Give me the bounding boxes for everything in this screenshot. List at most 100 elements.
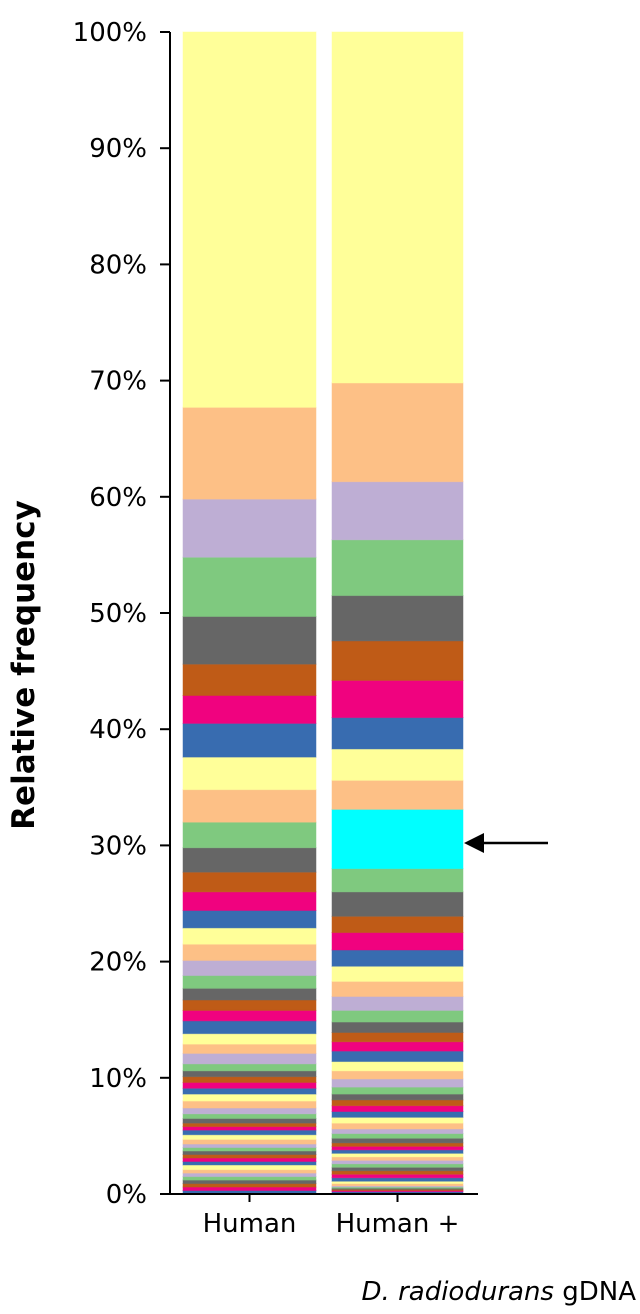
- bar-segment: [331, 915, 464, 934]
- bar-segment: [331, 1110, 464, 1118]
- bar-segment: [182, 1052, 317, 1065]
- bar-segment: [182, 1169, 317, 1174]
- bar-segment: [331, 539, 464, 597]
- bar-segment: [331, 949, 464, 967]
- category-note: D. radiodurans gDNA: [362, 1277, 637, 1307]
- bar-segment: [331, 1152, 464, 1158]
- bar-segment: [331, 31, 464, 384]
- x-tick-label: Human: [203, 1209, 297, 1239]
- y-tick-label: 90%: [89, 134, 147, 164]
- bar-segment: [182, 943, 317, 961]
- bar-segment: [331, 1070, 464, 1080]
- bar-segment: [182, 1076, 317, 1083]
- y-tick-label: 10%: [89, 1064, 147, 1094]
- bar-segment: [182, 1150, 317, 1155]
- y-tick-label: 20%: [89, 948, 147, 978]
- bar-segment: [182, 1100, 317, 1109]
- bar-segment: [182, 1183, 317, 1188]
- bar-segment: [182, 1153, 317, 1159]
- bar-segment: [331, 1137, 464, 1144]
- bar-segment: [331, 1170, 464, 1175]
- y-tick-label: 70%: [89, 367, 147, 397]
- bar-segment: [182, 1020, 317, 1035]
- bar-segment: [182, 927, 317, 945]
- bar-segment: [182, 959, 317, 977]
- bar-segment: [182, 1129, 317, 1136]
- bar-segment: [182, 847, 317, 873]
- y-tick-label: 60%: [89, 483, 147, 513]
- bar-segment: [331, 748, 464, 781]
- bar-segment: [182, 1009, 317, 1022]
- bar-segment: [331, 1128, 464, 1135]
- bar-segment: [182, 1043, 317, 1054]
- bar-segment: [182, 1117, 317, 1124]
- bar-segment: [182, 1113, 317, 1119]
- bar-segment: [182, 871, 317, 893]
- bar-segment: [331, 965, 464, 982]
- bar-segment: [182, 987, 317, 1001]
- bar-segment: [182, 1172, 317, 1178]
- bar-segment: [182, 722, 317, 758]
- bar-segment: [331, 1009, 464, 1023]
- bar-segment: [331, 1173, 464, 1179]
- bar-segment: [331, 980, 464, 997]
- bar-segment: [182, 1138, 317, 1145]
- bar-segment: [182, 615, 317, 665]
- bar-segment: [331, 1156, 464, 1161]
- bar-segment: [331, 1099, 464, 1107]
- bar-segment: [331, 1031, 464, 1043]
- bar-segment: [182, 1093, 317, 1102]
- bar-segment: [331, 1163, 464, 1168]
- arrow-head: [464, 833, 484, 853]
- bar-segment: [182, 891, 317, 911]
- bar-segment: [182, 695, 317, 724]
- y-tick-label: 40%: [89, 715, 147, 745]
- bar-segment: [182, 498, 317, 558]
- bar-segment: [331, 382, 464, 483]
- bar-segment: [331, 995, 464, 1011]
- bar-segment: [331, 1041, 464, 1052]
- bar-segment: [182, 1033, 317, 1045]
- bar-segment: [331, 1149, 464, 1154]
- category-note-text: gDNA: [562, 1277, 636, 1307]
- bar-segment: [182, 1186, 317, 1192]
- bar-segment: [331, 868, 464, 893]
- bar-segment: [331, 932, 464, 951]
- bar-segment: [331, 717, 464, 750]
- bar-segment: [331, 640, 464, 681]
- y-axis-label: Relative frequency: [6, 500, 42, 830]
- bar-segment: [331, 1050, 464, 1063]
- bar-segment: [331, 1093, 464, 1101]
- bar-segment: [331, 891, 464, 917]
- bar-segment: [331, 1116, 464, 1124]
- bar-segment: [182, 1160, 317, 1166]
- bar-segment: [182, 1147, 317, 1152]
- bar-segment: [331, 1142, 464, 1147]
- y-tick-label: 30%: [89, 831, 147, 861]
- bar-segment: [331, 1078, 464, 1088]
- bar-segment: [331, 1133, 464, 1139]
- bar-segment: [331, 1061, 464, 1072]
- bar-segment: [182, 1157, 317, 1162]
- bar-segment: [182, 1176, 317, 1181]
- category-note-italic: D. radiodurans: [362, 1277, 554, 1307]
- bar-segment: [182, 821, 317, 849]
- bar-segment: [182, 1070, 317, 1078]
- bar-segment: [331, 1177, 464, 1182]
- bar-segment: [331, 679, 464, 719]
- bar-segment: [182, 31, 317, 408]
- bar-segment: [331, 1159, 464, 1165]
- bar-segment: [182, 1134, 317, 1140]
- y-tick-label: 0%: [106, 1180, 147, 1210]
- bar-segment: [182, 556, 317, 617]
- bar-segment: [182, 1107, 317, 1115]
- bar-segment: [182, 1164, 317, 1171]
- bar-segment: [331, 481, 464, 541]
- bar-segment: [182, 1087, 317, 1095]
- y-tick-label: 100%: [73, 18, 147, 48]
- bar-segment: [182, 756, 317, 791]
- bar-segment: [331, 1086, 464, 1095]
- bar-segment: [331, 1166, 464, 1172]
- bar-segment: [182, 1143, 317, 1149]
- bar-segment: [331, 779, 464, 810]
